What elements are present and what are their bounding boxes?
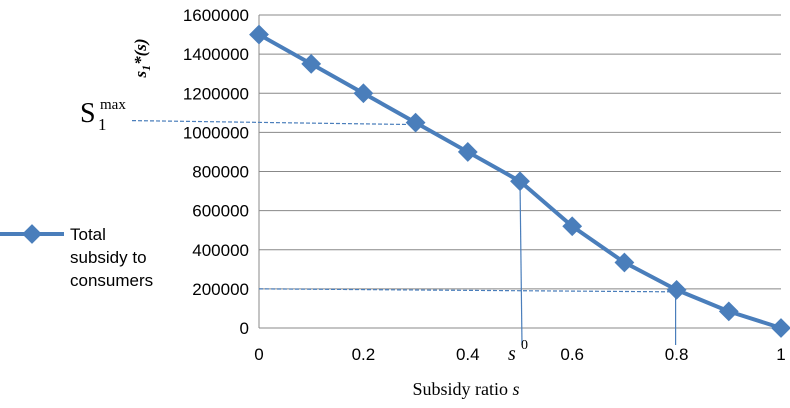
y-tick-label: 600000 bbox=[192, 202, 249, 221]
y-tick-label: 1400000 bbox=[183, 45, 249, 64]
y-tick-label: 200000 bbox=[192, 280, 249, 299]
annotation-lines bbox=[131, 119, 677, 346]
x-tick-labels: 0 0.2 0.4 0.6 0.8 1 bbox=[254, 345, 785, 364]
y-label-rest: *(s) bbox=[131, 38, 150, 64]
x-tick-label: 0.8 bbox=[665, 345, 689, 364]
y-label-s: s bbox=[131, 71, 150, 79]
x-label-var: s bbox=[513, 379, 520, 399]
data-point bbox=[457, 142, 478, 162]
data-point bbox=[666, 279, 687, 300]
x-label-text: Subsidy ratio bbox=[412, 379, 512, 399]
data-point bbox=[301, 54, 322, 74]
s1-max-subscript: 1 bbox=[98, 115, 107, 134]
legend-line-text: Total bbox=[70, 225, 106, 244]
y-tick-label: 0 bbox=[240, 319, 249, 338]
legend-line-text: subsidy to bbox=[70, 248, 147, 267]
x-tick-label: 0.4 bbox=[456, 345, 480, 364]
legend-marker bbox=[22, 224, 42, 244]
y-tick-label: 400000 bbox=[192, 241, 249, 260]
y-tick-labels: 0 200000 400000 600000 800000 1000000 1200000 1… bbox=[183, 6, 249, 338]
x-tick-label: 0.6 bbox=[560, 345, 584, 364]
y-tick-label: 1000000 bbox=[183, 123, 249, 142]
s0-guide-line bbox=[519, 181, 523, 346]
x-tick-label: 0.2 bbox=[352, 345, 376, 364]
y-tick-label: 1200000 bbox=[183, 84, 249, 103]
s1-max-main: S bbox=[80, 98, 96, 129]
y-axis-label: s1*(s) bbox=[131, 38, 153, 78]
x-tick-label: 1 bbox=[776, 345, 785, 364]
y-tick-label: 1600000 bbox=[183, 6, 249, 25]
s08-horizontal-guide bbox=[258, 288, 677, 293]
s1-max-superscript: max bbox=[100, 97, 126, 113]
legend-label: Total subsidy to consumers bbox=[70, 225, 153, 290]
data-point bbox=[405, 112, 426, 133]
legend: Total subsidy to consumers bbox=[0, 224, 153, 290]
x-axis-label: Subsidy ratio s bbox=[412, 379, 519, 399]
data-point bbox=[771, 318, 790, 338]
x-tick-label: 0 bbox=[254, 345, 263, 364]
s0-main: s bbox=[508, 343, 516, 365]
s1-max-guide-line bbox=[131, 119, 416, 126]
data-point bbox=[249, 24, 269, 45]
data-point bbox=[353, 83, 374, 104]
y-label-sub: 1 bbox=[139, 65, 153, 71]
legend-line-text: consumers bbox=[70, 271, 153, 290]
s0-superscript: 0 bbox=[521, 338, 528, 353]
s1-max-label: S 1 max bbox=[80, 97, 126, 134]
y-tick-label: 800000 bbox=[192, 163, 249, 182]
data-point bbox=[718, 301, 739, 322]
